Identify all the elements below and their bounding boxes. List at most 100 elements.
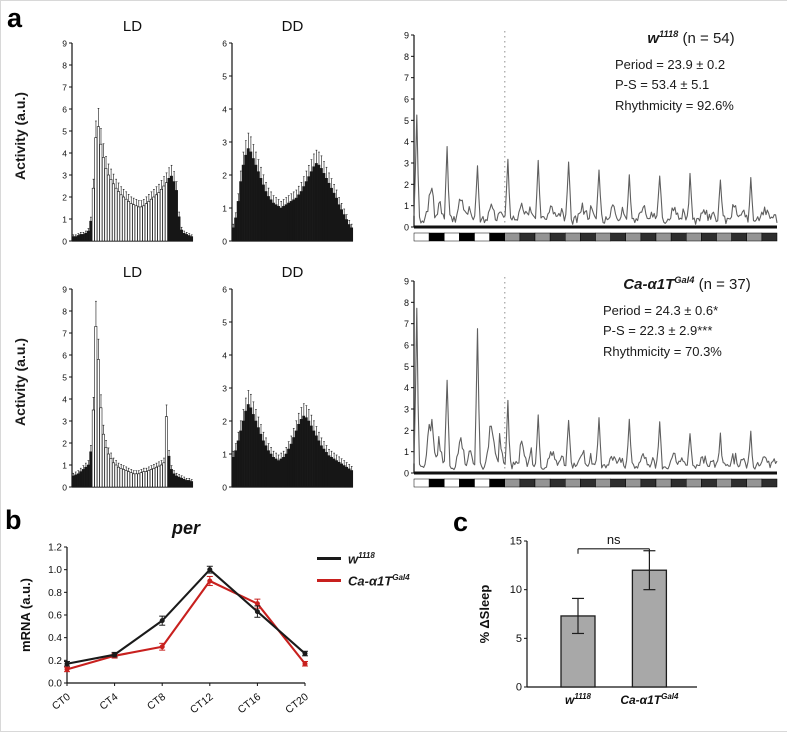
svg-text:6: 6: [62, 105, 67, 115]
svg-text:9: 9: [62, 39, 67, 49]
svg-text:0: 0: [222, 483, 227, 493]
svg-text:6: 6: [222, 39, 227, 49]
svg-text:1: 1: [62, 215, 67, 225]
svg-text:2: 2: [62, 439, 67, 449]
svg-text:CT4: CT4: [97, 691, 120, 713]
svg-text:per: per: [171, 518, 201, 538]
svg-text:9: 9: [404, 31, 409, 41]
svg-text:CT8: CT8: [145, 691, 168, 713]
svg-text:Ca-α1TGal4: Ca-α1TGal4: [620, 692, 679, 707]
sample-size: (n = 54): [678, 30, 735, 47]
svg-text:4: 4: [404, 383, 409, 393]
legend-label: w: [348, 551, 359, 567]
svg-text:6: 6: [62, 351, 67, 361]
svg-text:7: 7: [404, 319, 409, 329]
rhythmicity-stat: Rhythmicity = 70.3%: [603, 343, 722, 359]
svg-text:0: 0: [62, 483, 67, 493]
svg-text:0.2: 0.2: [48, 656, 62, 667]
svg-text:DD: DD: [282, 264, 304, 281]
svg-text:3: 3: [62, 417, 67, 427]
period-stat: Period = 23.9 ± 0.2: [615, 57, 726, 73]
svg-text:0: 0: [62, 237, 67, 247]
svg-text:0: 0: [404, 223, 409, 233]
svg-text:5: 5: [404, 362, 409, 372]
svg-text:w1118: w1118: [565, 692, 592, 707]
panel-b-label: b: [5, 505, 22, 535]
svg-text:5: 5: [404, 116, 409, 126]
svg-text:5: 5: [62, 373, 67, 383]
svg-text:0: 0: [404, 469, 409, 479]
legend-item-ca-a1t: Ca-α1TGal4: [317, 573, 410, 589]
activity-y-axis-label-top: Activity (a.u.): [12, 92, 28, 180]
svg-text:1: 1: [62, 461, 67, 471]
svg-text:DD: DD: [282, 18, 304, 35]
genotype-name: w: [647, 30, 660, 47]
svg-text:CT12: CT12: [188, 691, 216, 716]
svg-text:6: 6: [404, 341, 409, 351]
svg-text:7: 7: [404, 73, 409, 83]
svg-text:3: 3: [404, 159, 409, 169]
w1118-stats-block: w1118 (n = 54) Period = 23.9 ± 0.2 P-S =…: [601, 27, 781, 116]
delta-sleep-bar-chart: 0 5 10 15 % ΔSleep w1118 Ca-α1TGal4 ns: [477, 532, 697, 707]
svg-text:3: 3: [222, 138, 227, 148]
w1118-freerun-activity-plot: 0 1 2 3 4 5 6 7 8 9: [404, 31, 778, 242]
svg-text:8: 8: [404, 298, 409, 308]
svg-text:5: 5: [62, 127, 67, 137]
svg-text:3: 3: [62, 171, 67, 181]
ca-a1t-ld-bar-chart: 0 1 2 3 4 5 6 7 8 9 LD: [62, 264, 194, 493]
svg-text:5: 5: [222, 72, 227, 82]
svg-text:9: 9: [62, 285, 67, 295]
ps-stat: P-S = 53.4 ± 5.1: [615, 77, 710, 93]
svg-text:0: 0: [516, 682, 522, 694]
svg-text:8: 8: [404, 52, 409, 62]
svg-text:4: 4: [404, 137, 409, 147]
svg-text:% ΔSleep: % ΔSleep: [477, 585, 492, 644]
ca-a1t-freerun-activity-plot: 0 1 2 3 4 5 6 7 8 9: [404, 277, 778, 488]
svg-text:1: 1: [222, 450, 227, 460]
svg-text:8: 8: [62, 61, 67, 71]
ps-stat: P-S = 22.3 ± 2.9***: [603, 323, 713, 339]
svg-text:mRNA (a.u.): mRNA (a.u.): [18, 578, 33, 652]
svg-text:1.2: 1.2: [48, 543, 62, 554]
svg-text:2: 2: [62, 193, 67, 203]
period-stat: Period = 24.3 ± 0.6*: [603, 303, 719, 319]
svg-text:2: 2: [222, 171, 227, 181]
svg-text:CT20: CT20: [283, 691, 311, 716]
svg-text:0.4: 0.4: [48, 633, 62, 644]
sample-size: (n = 37): [694, 276, 751, 293]
svg-text:5: 5: [222, 318, 227, 328]
svg-text:CT16: CT16: [236, 691, 264, 716]
genotype-sup: Gal4: [674, 275, 695, 285]
svg-text:3: 3: [404, 405, 409, 415]
panel-c-label: c: [453, 507, 469, 537]
svg-text:2: 2: [222, 417, 227, 427]
svg-text:7: 7: [62, 83, 67, 93]
panel-a-label: a: [7, 3, 23, 33]
w1118-line-swatch: [317, 557, 341, 561]
w1118-ld-bar-chart: 0 1 2 3 4 5 6 7 8 9 LD: [62, 18, 194, 247]
legend-item-w1118: w1118: [317, 551, 410, 566]
svg-text:9: 9: [404, 277, 409, 287]
w1118-genotype-title: w1118 (n = 54): [601, 27, 781, 50]
svg-text:6: 6: [404, 95, 409, 105]
svg-text:CT0: CT0: [50, 691, 73, 713]
svg-text:2: 2: [404, 426, 409, 436]
svg-text:LD: LD: [123, 264, 142, 281]
svg-text:0.0: 0.0: [48, 679, 62, 690]
svg-text:0: 0: [222, 237, 227, 247]
legend-label: Ca-α1T: [348, 573, 393, 589]
svg-text:4: 4: [62, 149, 67, 159]
svg-text:4: 4: [222, 105, 227, 115]
svg-text:4: 4: [62, 395, 67, 405]
svg-text:2: 2: [404, 180, 409, 190]
svg-text:6: 6: [222, 285, 227, 295]
svg-text:0.8: 0.8: [48, 588, 62, 599]
svg-text:LD: LD: [123, 18, 142, 35]
svg-text:3: 3: [222, 384, 227, 394]
svg-text:1: 1: [404, 447, 409, 457]
svg-text:15: 15: [510, 536, 522, 548]
activity-y-axis-label-bottom: Activity (a.u.): [12, 338, 28, 426]
svg-text:1.0: 1.0: [48, 565, 62, 576]
ca-a1t-dd-bar-chart: 0 1 2 3 4 5 6 DD: [222, 264, 354, 493]
